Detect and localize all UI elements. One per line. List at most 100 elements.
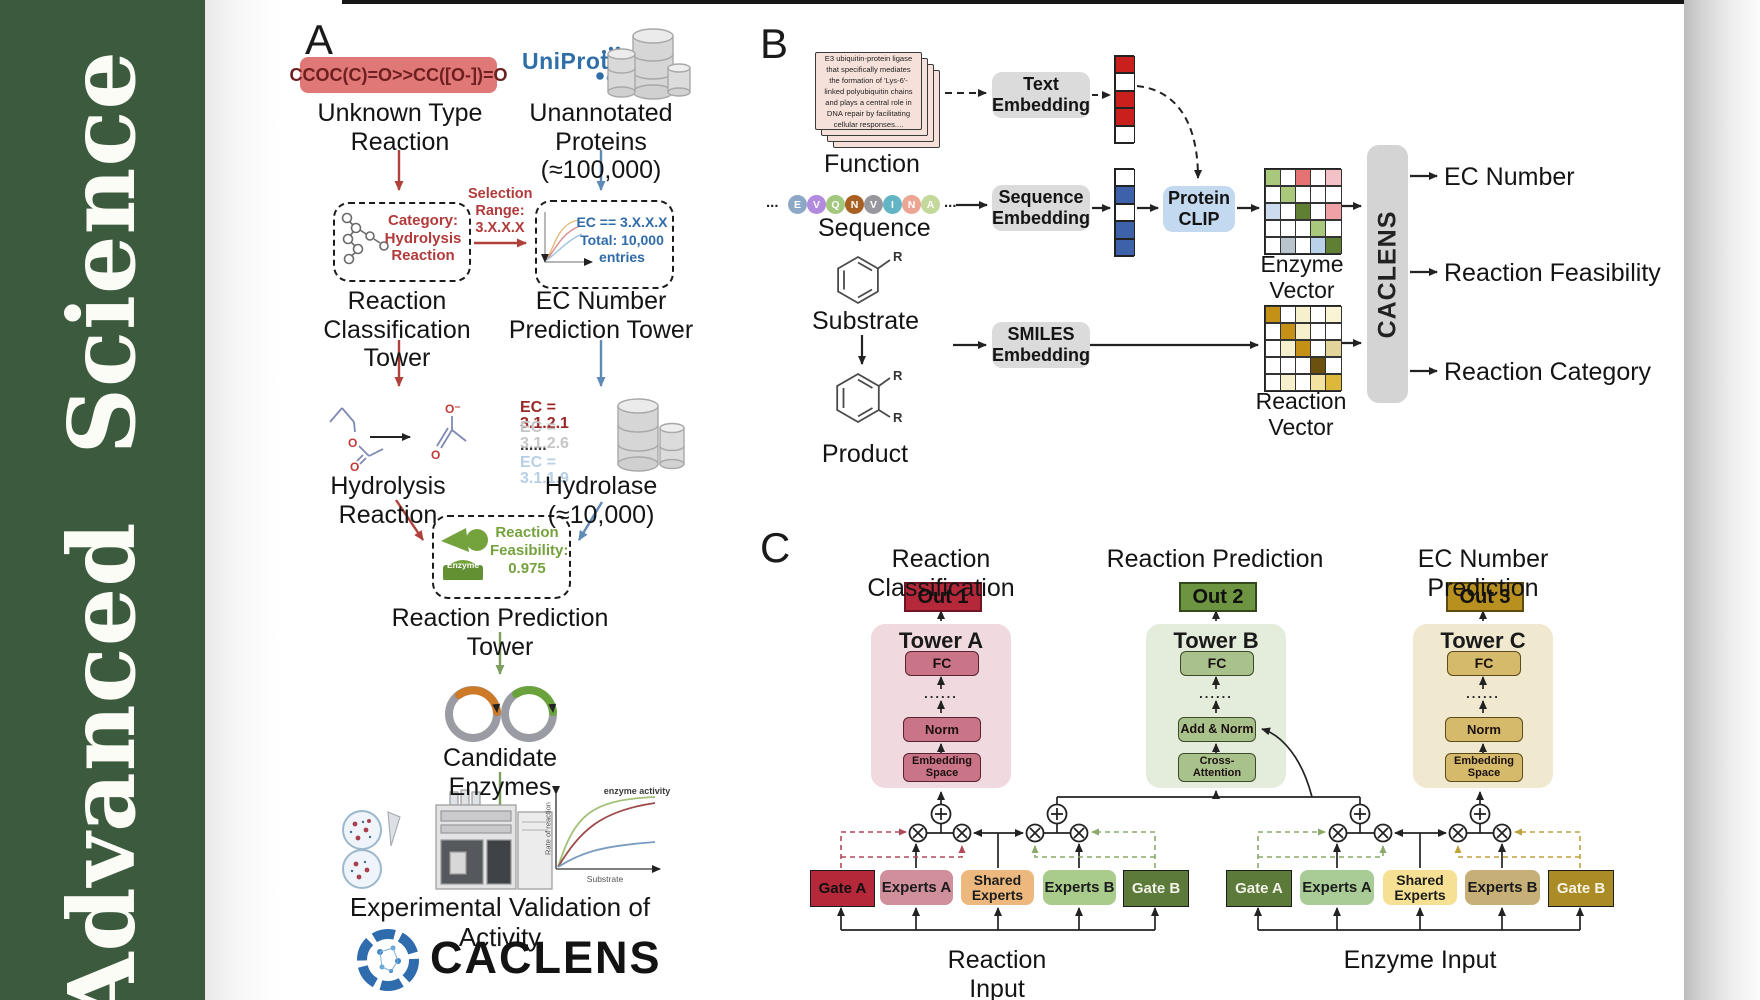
unknown-reaction-label: Unknown Type Reaction [317, 99, 483, 156]
product-r-group-bottom: R [893, 410, 903, 425]
product-label: Product [821, 440, 909, 468]
ec-selection-text: EC == 3.X.X.X Total: 10,000 entries [576, 214, 668, 265]
protein-clip-box: Protein CLIP [1163, 186, 1235, 232]
caclens-model-bar [1367, 145, 1408, 403]
amino-acid-sequence: E V Q N V I N A [788, 195, 940, 214]
function-card-text: E3 ubiquitin-protein ligase that specifi… [824, 53, 913, 129]
reaction-gate-b: Gate B [1123, 870, 1189, 907]
tower-a-dots: ...... [924, 686, 958, 701]
tower-a-embedding-space: Embedding Space [903, 753, 981, 782]
plot-y-axis-label: Rate of reaction [543, 802, 553, 855]
ester-oxygen-atom: O [348, 436, 358, 450]
ec-result-2: EC = 3.1.2.6 [520, 419, 569, 452]
reaction-prediction-title: Reaction Prediction [1106, 545, 1324, 573]
out2-box: Out 2 [1179, 582, 1257, 612]
sequence-ellipsis-right: ... [944, 194, 957, 211]
ec-number-prediction-title: EC Number Prediction [1417, 545, 1549, 602]
reaction-feasibility-score: Reaction Feasibility: 0.975 [490, 524, 569, 577]
candidate-enzymes-label: Candidate Enzymes [443, 744, 557, 801]
panel-b-arrows [858, 85, 1438, 375]
smiles-reaction-box: CCOC(C)=O>>CC([O-])=O [290, 57, 508, 93]
sequence-embedding-vector [1114, 168, 1135, 257]
reaction-feasibility-box [432, 515, 571, 599]
reaction-classification-tower-label: Reaction Classification Tower [323, 287, 471, 372]
tower-c-dots: ...... [1466, 686, 1500, 701]
reaction-vector-label: Reaction Vector [1255, 388, 1347, 441]
enzyme-input-label: Enzyme Input [1343, 946, 1497, 974]
tower-a-title: Tower A [898, 628, 984, 653]
tower-c-title: Tower C [1440, 628, 1526, 653]
function-label: Function [824, 150, 920, 178]
ec-result-1: EC = 3.1.2.1 [520, 399, 569, 432]
output-reaction-category: Reaction Category [1444, 358, 1652, 386]
multiply-nodes [908, 823, 1512, 843]
enzyme-badge-label: Enzyme [446, 560, 480, 570]
reaction-experts-b: Experts B [1043, 870, 1116, 905]
tower-b-cross-attention: Cross- Attention [1178, 753, 1256, 782]
hydrolase-database-icon [617, 398, 685, 472]
sidebar-gap [205, 0, 280, 1000]
tower-c-fc: FC [1447, 651, 1521, 676]
acetate-structure [436, 416, 467, 449]
substrate-label: Substrate [812, 307, 920, 335]
residue-circle: I [883, 195, 902, 214]
residue-circle: A [921, 195, 940, 214]
sequence-label: Sequence [818, 214, 931, 242]
enzyme-vector-matrix [1264, 168, 1342, 255]
reaction-vector-matrix [1264, 305, 1342, 392]
text-embedding-vector [1114, 55, 1135, 144]
hplc-instrument-icon [435, 789, 553, 890]
uniprot-database-icon [607, 28, 691, 100]
carbonyl-oxygen-atom: O [350, 460, 360, 474]
category-hydrolysis-text: Category: Hydrolysis Reaction [384, 212, 462, 265]
residue-circle: N [845, 195, 864, 214]
substrate-structure [837, 255, 891, 305]
top-border-line [342, 0, 1684, 4]
acetate-oxygen-atom: O [431, 448, 441, 462]
journal-title: Advanced Science [48, 50, 156, 1000]
enzyme-vector-label: Enzyme Vector [1260, 251, 1344, 304]
gate-feedback-lines [840, 828, 1581, 868]
ec-result-3: EC = 3.1.1.9 [520, 454, 569, 487]
reaction-experts-a: Experts A [880, 870, 953, 905]
tower-b-fc: FC [1180, 651, 1254, 676]
caclens-brand-text: CACLENS [430, 932, 662, 983]
reaction-classification-title: Reaction Classification [867, 545, 1015, 602]
residue-circle: N [902, 195, 921, 214]
tower-a-fc: FC [905, 651, 979, 676]
reaction-prediction-tower-label: Reaction Prediction Tower [391, 604, 609, 661]
smiles-embedding-box: SMILES Embedding [992, 322, 1090, 368]
residue-circle: Q [826, 195, 845, 214]
panel-c-label: C [760, 524, 791, 571]
sequence-ellipsis-left: ... [766, 194, 779, 211]
product-r-group-top: R [893, 368, 903, 383]
enzyme-activity-annotation: enzyme activity [603, 786, 671, 796]
petri-dish-icons [342, 810, 401, 889]
sequence-embedding-box: Sequence Embedding [992, 185, 1090, 231]
tower-b-add-norm: Add & Norm [1178, 717, 1256, 742]
enzyme-experts-a: Experts A [1300, 870, 1374, 905]
uniprot-logo-text: UniProt [522, 48, 609, 74]
reaction-gate-a: Gate A [810, 870, 875, 907]
ec-prediction-output-box [535, 200, 674, 289]
text-embedding-box: Text Embedding [992, 72, 1090, 118]
page-edge-shade [1684, 0, 1760, 1000]
selection-range-label: Selection Range: 3.X.X.X [468, 186, 533, 237]
output-reaction-feasibility: Reaction Feasibility [1444, 259, 1661, 287]
tower-c-embedding-space: Embedding Space [1445, 753, 1523, 782]
residue-circle: V [864, 195, 883, 214]
hydrolysis-reaction-label: Hydrolysis Reaction [330, 472, 446, 529]
tower-a-norm: Norm [903, 717, 981, 742]
acetate-ominus-atom: O⁻ [445, 402, 461, 416]
reaction-shared-experts: Shared Experts [961, 870, 1034, 905]
reaction-classification-output-box [333, 202, 471, 282]
product-structure [836, 372, 891, 424]
ec-result-ellipsis: ...... [520, 437, 547, 454]
output-ec-number: EC Number [1444, 163, 1575, 191]
residue-circle: V [807, 195, 826, 214]
activity-plot [552, 786, 661, 873]
experimental-validation-label: Experimental Validation of Activity [349, 892, 651, 952]
tower-b-dots: ...... [1199, 686, 1233, 701]
ec-number-tower-label: EC Number Prediction Tower [508, 287, 694, 344]
